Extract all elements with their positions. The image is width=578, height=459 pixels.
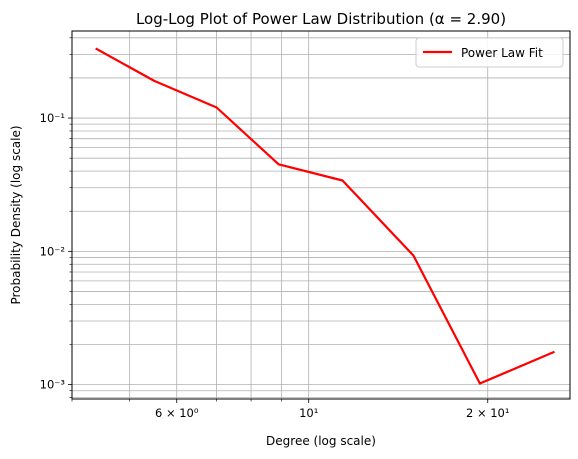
y-tick-label: 10⁻¹	[40, 111, 65, 125]
series-layer	[95, 47, 555, 385]
legend: Power Law Fit	[415, 37, 564, 68]
y-axis-label: Probability Density (log scale)	[9, 125, 23, 304]
grid	[71, 31, 570, 399]
plot-frame	[71, 30, 571, 400]
chart-title: Log-Log Plot of Power Law Distribution (…	[136, 10, 506, 28]
minor-ticks	[69, 37, 282, 402]
legend-label-power-law-fit: Power Law Fit	[461, 46, 543, 60]
y-axis-ticks: 10⁻³ 10⁻² 10⁻¹	[40, 111, 72, 392]
x-tick-label: 10¹	[299, 406, 318, 420]
series-line-power-law-fit	[95, 47, 555, 385]
x-axis-label: Degree (log scale)	[266, 434, 376, 448]
legend-box	[415, 37, 564, 68]
y-tick-label: 10⁻³	[40, 378, 66, 392]
x-tick-label: 6 × 10⁰	[155, 406, 199, 420]
x-tick-label: 2 × 10¹	[466, 406, 510, 420]
y-tick-label: 10⁻²	[40, 244, 65, 258]
x-axis-ticks: 6 × 10⁰ 10¹ 2 × 10¹	[155, 399, 510, 420]
